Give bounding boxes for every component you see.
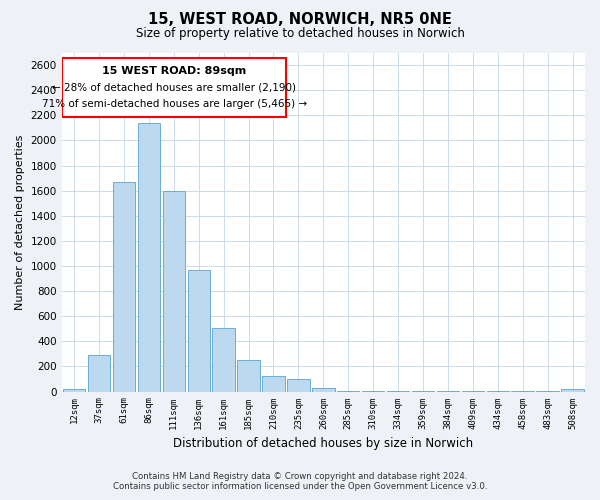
- Bar: [238, 360, 260, 392]
- Bar: [262, 376, 285, 392]
- Bar: [312, 388, 335, 392]
- Bar: [412, 391, 434, 392]
- Bar: [437, 391, 459, 392]
- Bar: [337, 391, 359, 392]
- Text: Contains HM Land Registry data © Crown copyright and database right 2024.
Contai: Contains HM Land Registry data © Crown c…: [113, 472, 487, 491]
- Y-axis label: Number of detached properties: Number of detached properties: [15, 134, 25, 310]
- X-axis label: Distribution of detached houses by size in Norwich: Distribution of detached houses by size …: [173, 437, 473, 450]
- Text: ← 28% of detached houses are smaller (2,190): ← 28% of detached houses are smaller (2,…: [52, 82, 296, 92]
- Bar: [487, 391, 509, 392]
- Bar: [212, 328, 235, 392]
- Bar: [163, 190, 185, 392]
- Text: 15 WEST ROAD: 89sqm: 15 WEST ROAD: 89sqm: [102, 66, 247, 76]
- Text: 15, WEST ROAD, NORWICH, NR5 0NE: 15, WEST ROAD, NORWICH, NR5 0NE: [148, 12, 452, 28]
- Bar: [287, 379, 310, 392]
- Bar: [63, 389, 85, 392]
- Bar: [461, 391, 484, 392]
- Bar: [536, 391, 559, 392]
- Bar: [362, 391, 385, 392]
- Bar: [113, 182, 135, 392]
- Bar: [511, 391, 534, 392]
- Bar: [62, 58, 286, 116]
- Bar: [188, 270, 210, 392]
- Text: Size of property relative to detached houses in Norwich: Size of property relative to detached ho…: [136, 28, 464, 40]
- Bar: [88, 354, 110, 392]
- Bar: [562, 389, 584, 392]
- Bar: [137, 123, 160, 392]
- Text: 71% of semi-detached houses are larger (5,465) →: 71% of semi-detached houses are larger (…: [42, 98, 307, 108]
- Bar: [387, 391, 409, 392]
